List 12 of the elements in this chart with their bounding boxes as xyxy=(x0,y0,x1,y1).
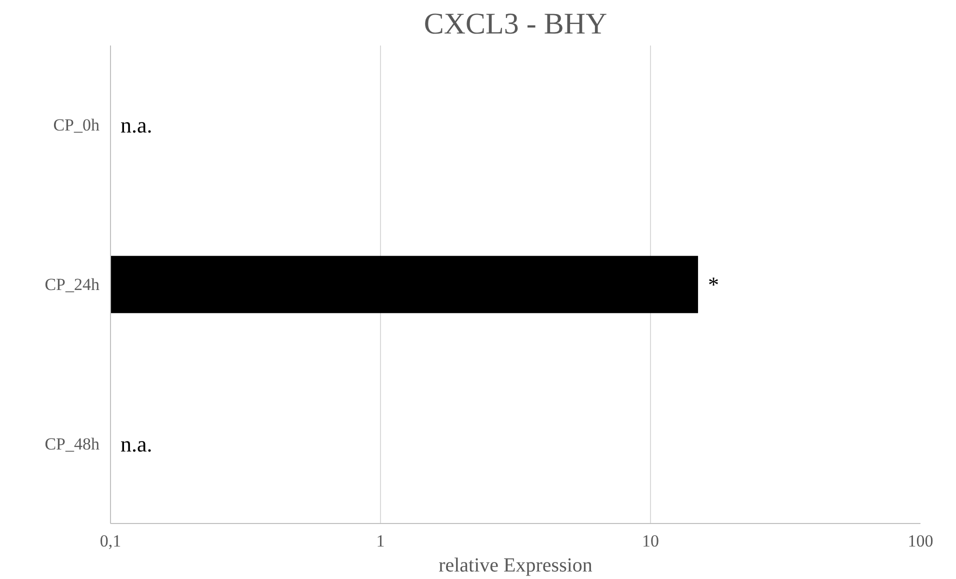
chart-title: CXCL3 - BHY xyxy=(424,8,608,40)
annotation: n.a. xyxy=(120,112,152,138)
x-axis-title: relative Expression xyxy=(438,554,592,576)
y-tick-label: CP_0h xyxy=(53,116,100,135)
annotation: n.a. xyxy=(120,431,152,456)
y-tick-label: CP_48h xyxy=(44,434,100,454)
x-tick-label: 10 xyxy=(642,532,659,550)
x-tick-label: 1 xyxy=(376,532,385,550)
x-tick-label: 0,1 xyxy=(100,532,122,550)
x-tick-label: 100 xyxy=(908,532,934,550)
y-tick-label: CP_24h xyxy=(44,275,100,294)
annotation: * xyxy=(708,272,720,297)
